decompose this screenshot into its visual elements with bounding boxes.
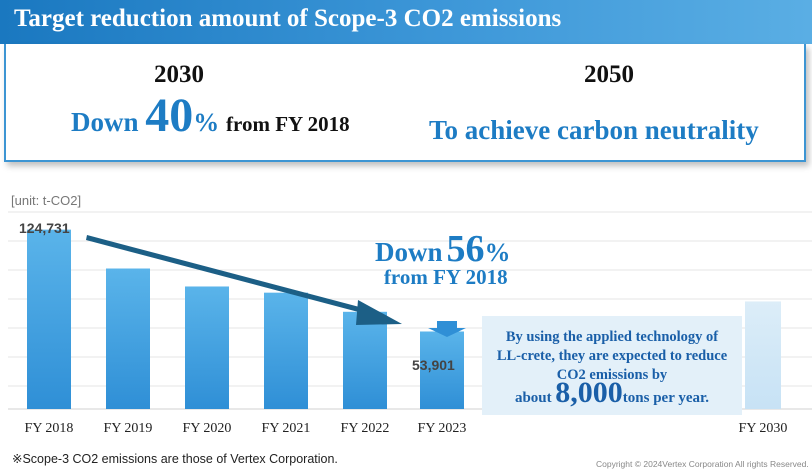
bar-fy-2021 xyxy=(264,292,308,409)
bar-fy-2018 xyxy=(27,229,71,409)
target-2030-year: 2030 xyxy=(154,61,204,88)
title-banner: Target reduction amount of Scope-3 CO2 e… xyxy=(0,0,812,44)
bar-fy-2030 xyxy=(745,301,781,409)
callout-about: about xyxy=(514,390,552,406)
x-tick-label: FY 2030 xyxy=(739,421,788,436)
x-tick-label: FY 2021 xyxy=(262,421,311,436)
reduction-from: from FY 2018 xyxy=(383,265,508,289)
data-labels: 124,731 53,901 xyxy=(19,220,455,373)
trend-arrow-head xyxy=(356,300,402,325)
bar-fy-2020 xyxy=(185,286,229,409)
target-2030-percent: 40 xyxy=(145,89,194,142)
footnote: ※Scope-3 CO2 emissions are those of Vert… xyxy=(12,452,338,466)
x-tick-label: FY 2018 xyxy=(25,421,74,436)
copyright: Copyright © 2024Vertex Corporation All r… xyxy=(596,459,809,469)
x-tick-label: FY 2023 xyxy=(418,421,467,436)
llcrete-callout: By using the applied technology of LL-cr… xyxy=(482,316,742,415)
targets-panel: 2030 Down 40% from FY 2018 2050 To achie… xyxy=(4,44,806,162)
target-2030-from: from FY 2018 xyxy=(226,112,350,136)
page-title: Target reduction amount of Scope-3 CO2 e… xyxy=(14,5,562,32)
reduction-percent: 56 xyxy=(446,228,485,270)
data-label-fy-2018: 124,731 xyxy=(19,220,70,236)
x-tick-label: FY 2019 xyxy=(104,421,153,436)
callout-line-3: CO2 emissions by xyxy=(556,367,668,383)
callout-line-2: LL-crete, they are expected to reduce xyxy=(496,348,728,364)
reduction-annotation: Down 56% from FY 2018 xyxy=(375,227,511,290)
bar-fy-2022 xyxy=(343,311,387,409)
data-label-fy-2023: 53,901 xyxy=(412,357,455,373)
target-2050-text: To achieve carbon neutrality xyxy=(429,115,759,145)
callout-suffix: tons per year. xyxy=(622,390,710,406)
trend-arrow xyxy=(86,235,402,325)
bar-fy-2019 xyxy=(106,268,150,409)
bars xyxy=(27,229,781,409)
reduction-percent-sign: % xyxy=(484,238,511,267)
target-2050-year: 2050 xyxy=(584,61,634,88)
target-2030-text: Down 40% from FY 2018 xyxy=(71,88,350,143)
callout-amount: 8,000 xyxy=(555,376,623,409)
callout-amount-line: about 8,000tons per year. xyxy=(482,378,742,408)
x-axis-labels: FY 2018 FY 2019 FY 2020 FY 2021 FY 2022 FY 20… xyxy=(25,421,788,436)
unit-label: [unit: t-CO2] xyxy=(11,193,82,208)
x-tick-label: FY 2020 xyxy=(183,421,232,436)
x-tick-label: FY 2022 xyxy=(341,421,390,436)
target-2030-percent-sign: % xyxy=(193,108,220,137)
target-2030-down-word: Down xyxy=(71,107,139,137)
trend-arrow-shaft xyxy=(86,235,367,314)
down-chevron-icon xyxy=(428,321,466,337)
callout-line-1: By using the applied technology of xyxy=(505,329,719,345)
reduction-down-word: Down xyxy=(375,237,443,267)
bar-fy-2023 xyxy=(420,331,464,409)
